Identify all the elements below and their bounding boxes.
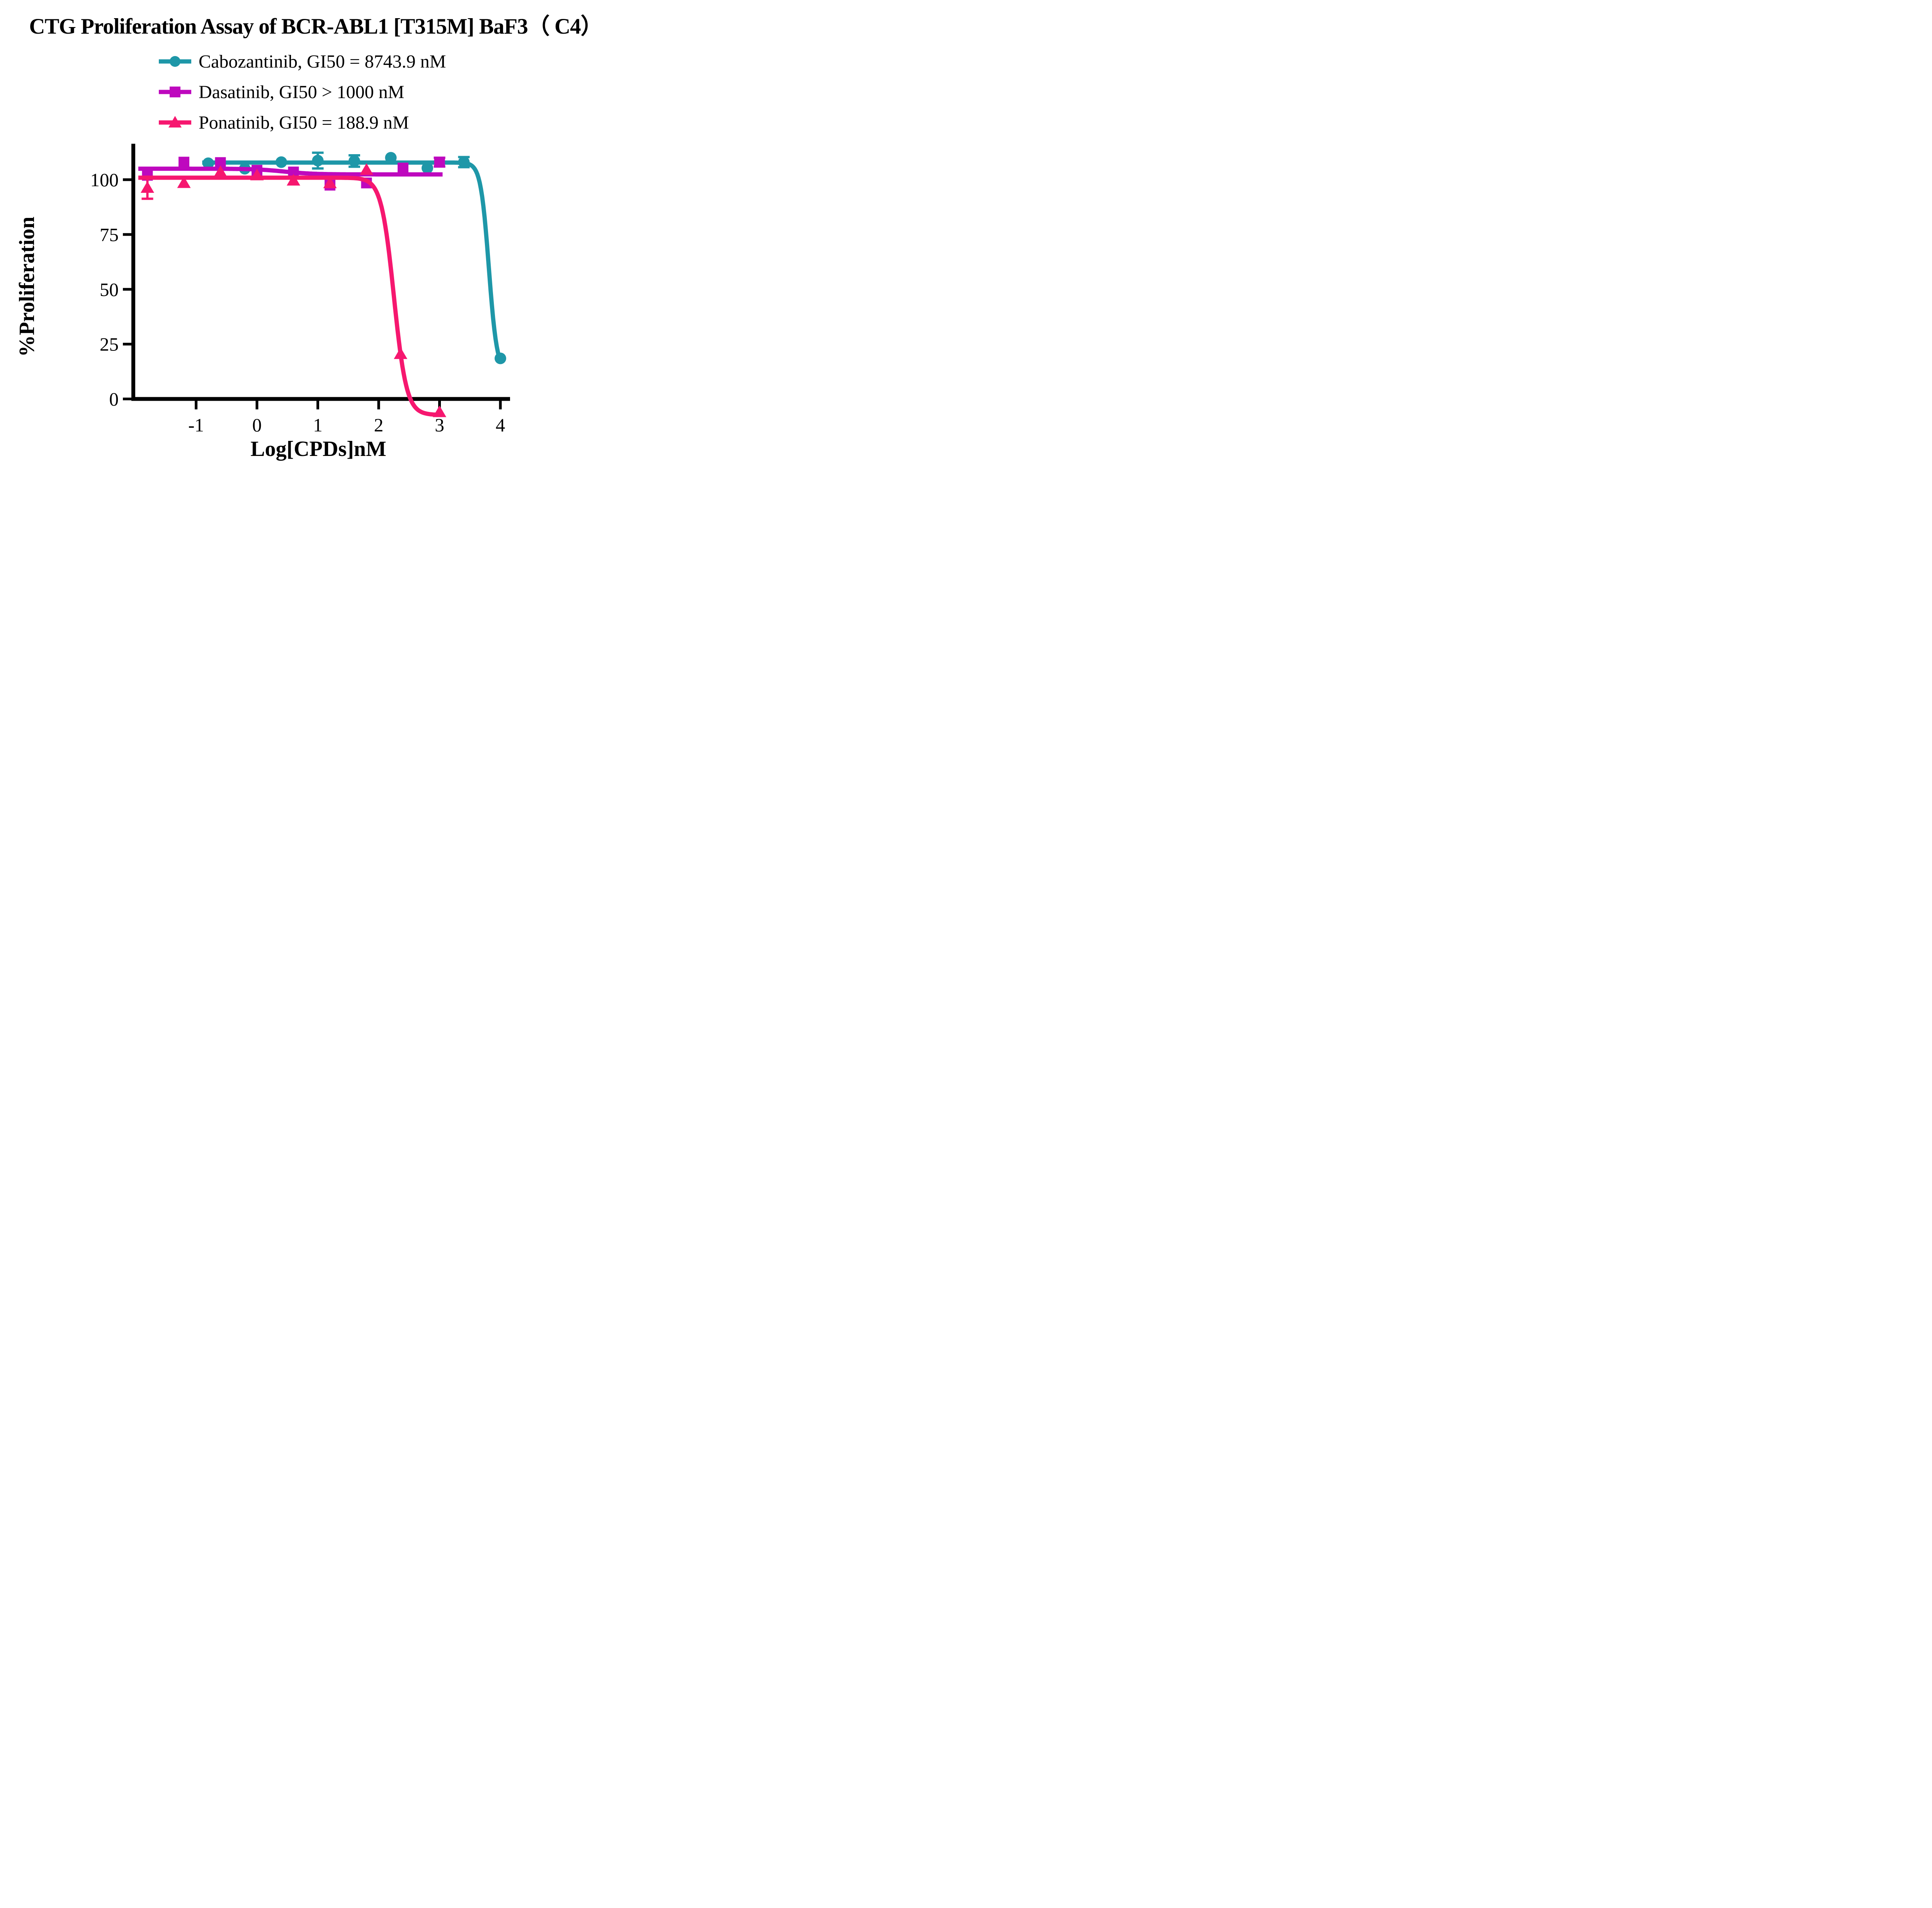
data-point-cabozantinib xyxy=(349,155,360,167)
curve-cabozantinib xyxy=(202,160,503,362)
legend-item-cabozantinib: Cabozantinib, GI50 = 8743.9 nM xyxy=(158,49,446,73)
data-point-ponatinib xyxy=(394,347,408,359)
cabozantinib-circle-icon xyxy=(159,56,191,67)
x-tick-label: 4 xyxy=(496,415,505,436)
data-point-ponatinib xyxy=(360,163,373,175)
x-tick-label: 3 xyxy=(435,415,444,436)
dose-response-chart: 0 25 50 75 100 -1 0 1 2 3 4 %Proliferation Log[CPDs]… xyxy=(15,144,510,461)
legend-label: Dasatinib, GI50 > 1000 nM xyxy=(199,82,405,102)
data-point-ponatinib xyxy=(287,174,300,186)
data-point-ponatinib xyxy=(141,181,154,193)
legend-item-ponatinib: Ponatinib, GI50 = 188.9 nM xyxy=(158,111,446,134)
y-tick-label: 25 xyxy=(100,334,119,355)
data-point-ponatinib xyxy=(177,176,191,188)
data-point-cabozantinib xyxy=(422,162,433,174)
x-tick-label: 0 xyxy=(252,415,262,436)
y-tick-label: 100 xyxy=(90,169,119,190)
data-point-dasatinib xyxy=(434,156,445,168)
data-point-dasatinib xyxy=(179,156,189,168)
ponatinib-triangle-icon xyxy=(159,116,191,128)
data-point-cabozantinib xyxy=(495,352,506,364)
x-tick-label: -1 xyxy=(188,415,204,436)
curve-ponatinib xyxy=(138,175,439,417)
x-axis-title: Log[CPDs]nM xyxy=(250,437,386,461)
y-tick-label: 50 xyxy=(100,279,119,300)
data-point-cabozantinib xyxy=(385,152,397,164)
figure-canvas: CTG Proliferation Assay of BCR-ABL1 [T31… xyxy=(0,0,631,477)
dasatinib-square-icon xyxy=(159,87,191,97)
x-tick-label: 2 xyxy=(374,415,384,436)
legend-label: Ponatinib, GI50 = 188.9 nM xyxy=(199,112,409,133)
y-tick-label: 75 xyxy=(100,224,119,245)
x-tick-label: 1 xyxy=(313,415,323,436)
data-point-cabozantinib xyxy=(458,156,470,168)
data-point-ponatinib xyxy=(323,177,337,189)
data-point-ponatinib xyxy=(433,405,446,417)
page-title: CTG Proliferation Assay of BCR-ABL1 [T31… xyxy=(29,14,602,39)
legend-label: Cabozantinib, GI50 = 8743.9 nM xyxy=(199,51,446,72)
y-tick-label: 0 xyxy=(109,389,119,410)
legend-item-dasatinib: Dasatinib, GI50 > 1000 nM xyxy=(158,80,446,104)
y-axis-title: %Proliferation xyxy=(15,217,39,357)
legend: Cabozantinib, GI50 = 8743.9 nM Dasatinib,… xyxy=(158,49,446,134)
data-point-cabozantinib xyxy=(276,156,287,168)
data-point-ponatinib xyxy=(250,168,264,180)
data-point-dasatinib xyxy=(398,162,408,173)
data-point-cabozantinib xyxy=(202,157,214,169)
data-point-ponatinib xyxy=(214,165,227,177)
data-point-cabozantinib xyxy=(312,155,324,167)
